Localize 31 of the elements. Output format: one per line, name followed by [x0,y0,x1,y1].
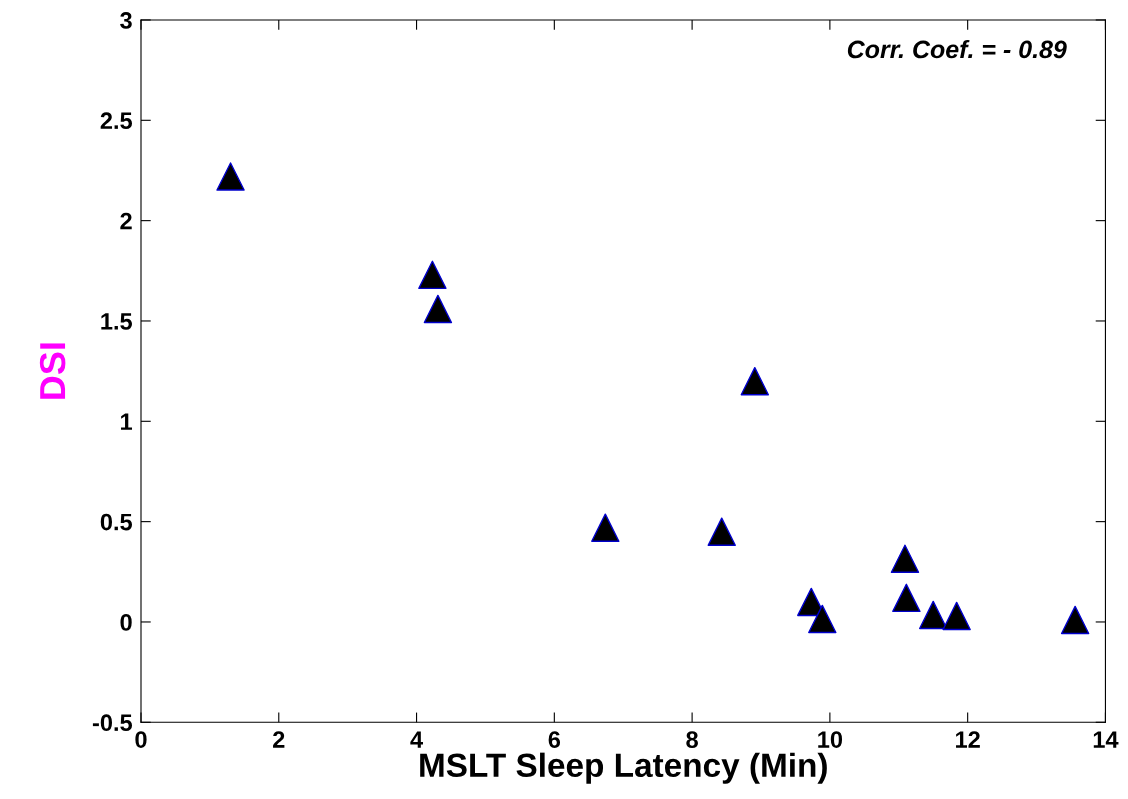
x-tick-label: 12 [956,731,980,748]
point [1060,605,1090,635]
y-tick-label: 0.5 [100,513,133,531]
x-tick-label: 14 [1093,731,1119,748]
x-tick-label: 0 [135,731,147,748]
point [918,600,948,630]
point [942,601,971,631]
point [418,260,447,290]
point [740,366,770,396]
x-axis-title: MSLT Sleep Latency (Min) [420,752,827,784]
y-tick-label: 2 [120,212,132,230]
point [216,162,245,191]
y-tick-label: 1 [121,413,133,430]
x-tick-label: 4 [410,731,423,748]
y-tick-label: 2.5 [100,112,133,130]
annotation: Corr. Coef. = - 0.89 [847,39,1067,59]
x-tick-label: 2 [273,731,285,748]
y-axis-title: DSI [39,343,66,399]
point [808,604,837,634]
y-tick-label: 0 [120,614,132,631]
x-tick-label: 8 [686,731,698,748]
point [892,583,921,613]
y-tick-label: 3 [120,12,132,29]
y-tick-label: -0.5 [92,714,133,732]
x-tick-label: 6 [548,731,561,748]
y-tick-label: 1.5 [101,313,133,330]
point [707,517,736,546]
point [423,294,453,324]
x-tick-label: 10 [818,731,843,748]
point [890,544,920,573]
point [591,513,620,542]
